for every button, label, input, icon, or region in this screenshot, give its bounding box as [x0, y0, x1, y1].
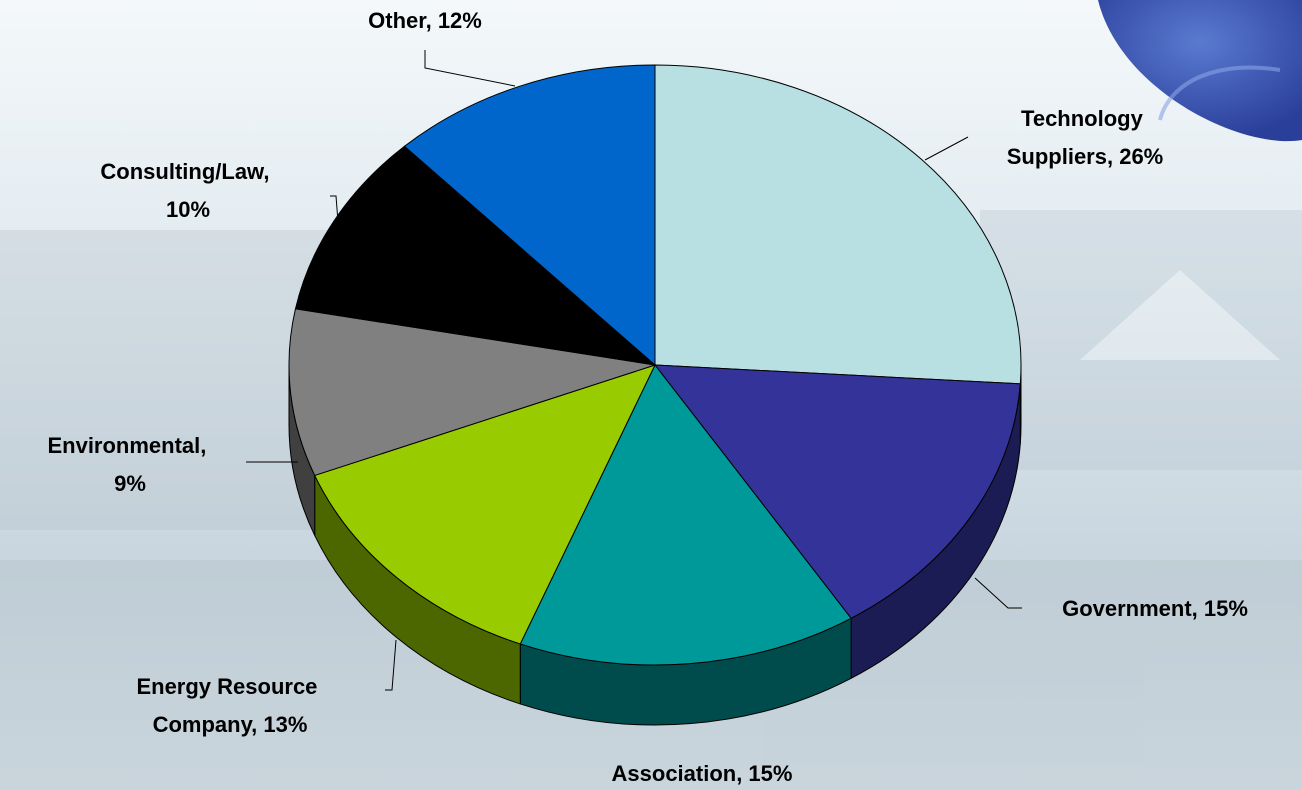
data-label: Technology Suppliers, 26% — [1007, 106, 1164, 169]
corner-swoosh — [1098, 0, 1302, 142]
leader-line — [924, 136, 969, 161]
data-label: Other, 12% — [368, 8, 482, 33]
slice — [653, 364, 1021, 619]
pie-tops — [288, 64, 1022, 666]
data-labels: Technology Suppliers, 26% Government, 15%… — [47, 8, 1247, 786]
data-label: Consulting/Law, 10% — [100, 159, 275, 222]
slice — [654, 64, 1022, 385]
slice — [288, 308, 656, 477]
leader-line — [385, 639, 397, 691]
slice — [403, 64, 656, 367]
slice — [519, 364, 852, 666]
data-label: Energy Resource Company, 13% — [136, 674, 323, 737]
data-label: Association, 15% — [612, 761, 793, 786]
corner-swoosh-highlight — [1158, 65, 1281, 121]
slice — [294, 145, 657, 366]
data-label: Government, 15% — [1062, 596, 1248, 621]
data-label: Environmental, 9% — [47, 433, 212, 496]
leader-line — [330, 195, 339, 223]
leader-line — [424, 50, 516, 87]
leader-line — [974, 577, 1022, 609]
slice — [314, 364, 656, 645]
